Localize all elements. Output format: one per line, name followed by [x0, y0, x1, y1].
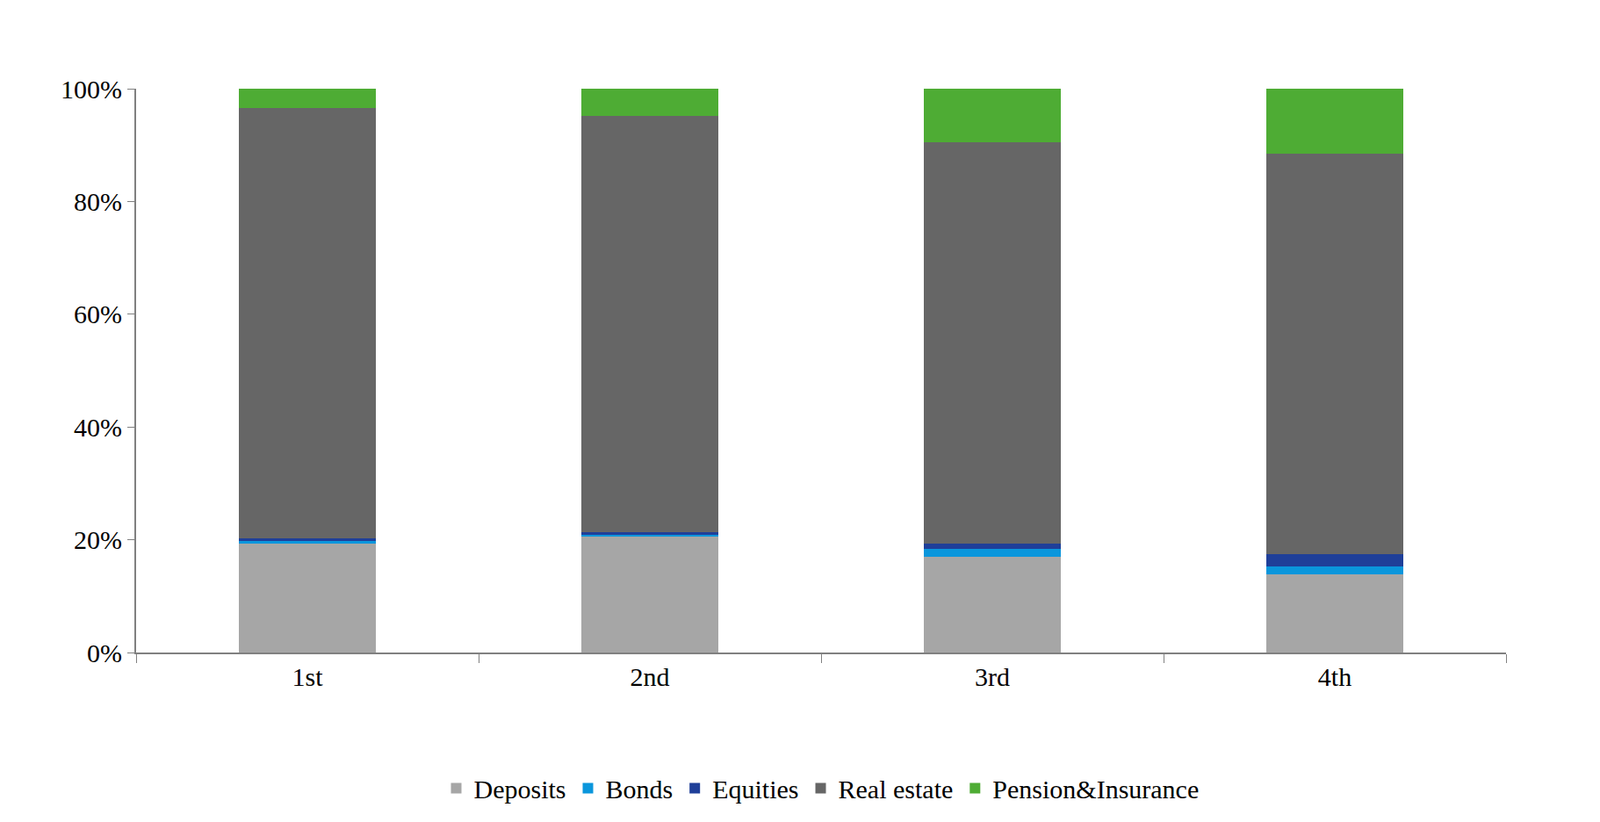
- svg-text:60%: 60%: [73, 299, 123, 329]
- svg-text:20%: 20%: [73, 525, 123, 555]
- svg-text:Bonds: Bonds: [605, 774, 674, 804]
- svg-text:2nd: 2nd: [630, 662, 671, 692]
- svg-text:0%: 0%: [86, 638, 123, 668]
- svg-text:100%: 100%: [60, 74, 123, 104]
- svg-text:Deposits: Deposits: [474, 774, 567, 804]
- svg-text:40%: 40%: [73, 412, 123, 442]
- svg-text:3rd: 3rd: [974, 662, 1010, 692]
- svg-text:80%: 80%: [73, 187, 123, 217]
- svg-text:Equities: Equities: [712, 774, 799, 804]
- svg-text:1st: 1st: [291, 662, 324, 692]
- svg-text:Pension&Insurance: Pension&Insurance: [992, 774, 1199, 804]
- svg-text:Real estate: Real estate: [838, 774, 954, 804]
- svg-text:4th: 4th: [1318, 662, 1352, 692]
